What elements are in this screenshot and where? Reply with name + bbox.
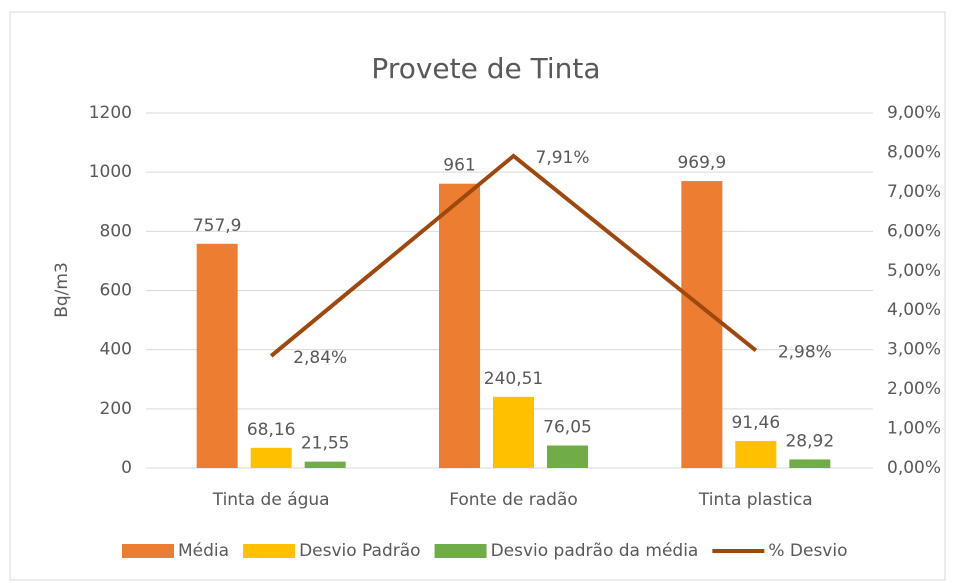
y2-tick-label: 4,00% [887, 300, 941, 320]
data-label: 76,05 [543, 418, 592, 438]
line-series [269, 153, 758, 358]
y-tick-label: 800 [100, 221, 132, 241]
legend-label: % Desvio [768, 541, 847, 561]
bar [681, 181, 723, 469]
y-axis-label: Bq/m3 [52, 262, 72, 318]
legend-label: Desvio padrão da média [491, 541, 699, 561]
y2-tick-label: 7,00% [887, 182, 941, 202]
data-label: 240,51 [484, 369, 543, 389]
y-tick-label: 400 [100, 340, 132, 360]
y2-tick-label: 1,00% [887, 419, 941, 439]
legend-swatch [122, 544, 174, 558]
y2-tick-label: 6,00% [887, 221, 941, 241]
legend-swatch [243, 544, 296, 558]
bar [735, 440, 777, 468]
chart-title: Provete de Tinta [371, 52, 600, 85]
legend-label: Média [178, 541, 229, 561]
data-label: 28,92 [785, 431, 834, 451]
bar [250, 447, 292, 468]
y-tick-label: 0 [121, 458, 132, 478]
y2-tick-label: 9,00% [887, 103, 941, 123]
legend-swatch [434, 544, 487, 558]
data-label: 21,55 [301, 434, 350, 454]
y2-tick-label: 5,00% [887, 261, 941, 281]
y-tick-label: 1000 [89, 162, 132, 182]
data-label: 7,91% [536, 148, 590, 168]
bar [439, 183, 480, 468]
bar [304, 461, 346, 468]
data-label: 969,9 [677, 153, 726, 173]
y-tick-label: 200 [100, 399, 132, 419]
data-label: 91,46 [731, 413, 780, 433]
x-tick-label: Fonte de radão [449, 490, 578, 510]
x-tick-label: Tinta de água [212, 490, 330, 510]
bar [547, 445, 588, 468]
bar [196, 243, 238, 468]
bar [789, 459, 831, 468]
y-tick-label: 1200 [89, 103, 132, 123]
y2-tick-label: 8,00% [887, 142, 941, 162]
y-tick-label: 600 [100, 281, 132, 301]
data-label: 961 [443, 156, 475, 176]
bar [493, 396, 534, 468]
data-label: 2,98% [778, 342, 832, 362]
data-label: 757,9 [193, 216, 242, 236]
x-tick-label: Tinta plastica [698, 490, 813, 510]
y2-tick-label: 3,00% [887, 340, 941, 360]
data-label: 2,84% [293, 348, 347, 368]
data-label: 68,16 [247, 420, 296, 440]
y2-tick-label: 0,00% [887, 458, 941, 478]
y2-tick-label: 2,00% [887, 379, 941, 399]
legend-label: Desvio Padrão [299, 541, 421, 561]
